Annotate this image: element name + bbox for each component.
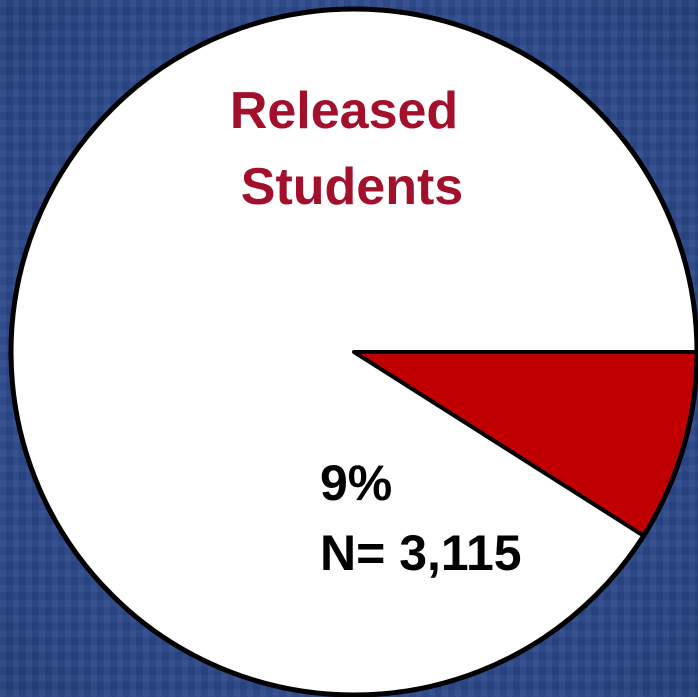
chart-title-line-2: Students (241, 158, 463, 216)
chart-title-line-1: Released (230, 82, 458, 140)
slice-percent-label: 9% (320, 455, 392, 511)
slice-count-label: N= 3,115 (320, 525, 522, 581)
pie-outline (8, 6, 698, 697)
